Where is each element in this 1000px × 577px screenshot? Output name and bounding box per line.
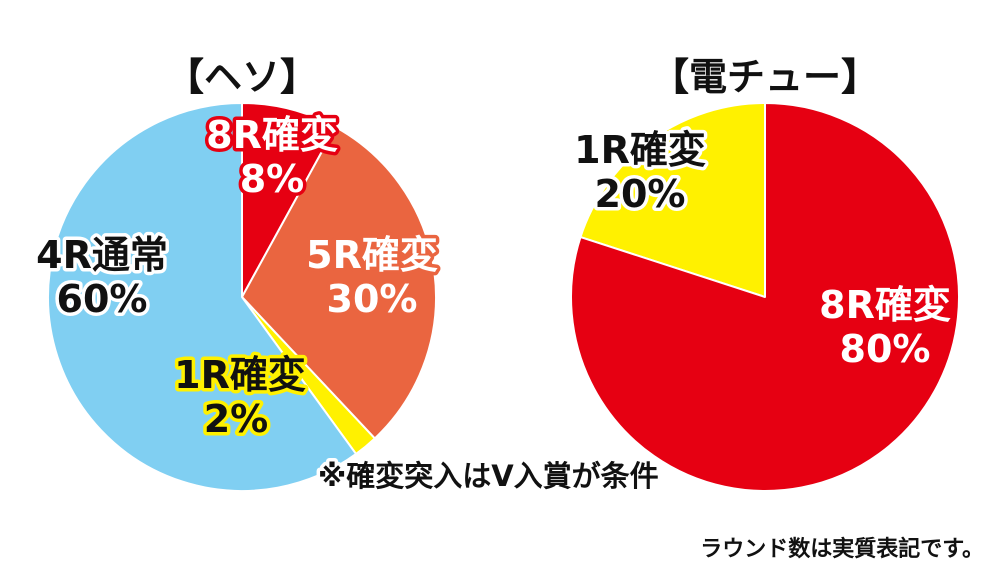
pie-slice-0-3 — [47, 102, 358, 492]
denchu-title: 【電チュー】 — [651, 55, 879, 99]
denchu-label-1r: 1R確変 20% — [571, 125, 710, 220]
heso-label-8r: 8R確変 8% — [203, 110, 342, 205]
slice-label-name: 8R確変 — [206, 113, 338, 157]
slice-label-name: 1R確変 — [574, 128, 706, 172]
slice-label-name: 8R確変 — [819, 283, 951, 327]
slice-label-name: 1R確変 — [174, 353, 306, 397]
slice-label-name: 4R通常 — [36, 233, 168, 277]
condition-note: ※確変突入はV入賞が条件 — [318, 459, 659, 493]
pie-slice-1-1 — [570, 102, 960, 492]
slice-label-value: 8% — [240, 157, 305, 201]
pie-denchu — [570, 102, 960, 492]
slice-label-value: 20% — [595, 172, 686, 216]
pie-heso — [47, 102, 437, 492]
slice-label-value: 80% — [840, 327, 931, 371]
heso-title: 【ヘソ】 — [166, 55, 318, 99]
heso-label-4r: 4R通常 60% — [33, 230, 172, 325]
rounds-note: ラウンド数は実質表記です。 — [700, 536, 984, 562]
heso-label-5r: 5R確変 30% — [303, 230, 442, 325]
slice-label-value: 2% — [204, 397, 269, 441]
pie-slice-1-0 — [579, 102, 766, 298]
pie-slice-0-1 — [241, 126, 437, 440]
denchu-label-8r: 8R確変 80% — [816, 280, 955, 375]
pie-slice-0-0 — [241, 102, 337, 298]
heso-label-1r: 1R確変 2% — [171, 350, 310, 445]
slice-label-name: 5R確変 — [306, 233, 438, 277]
slice-label-value: 30% — [327, 277, 418, 321]
slice-label-value: 60% — [57, 277, 148, 321]
